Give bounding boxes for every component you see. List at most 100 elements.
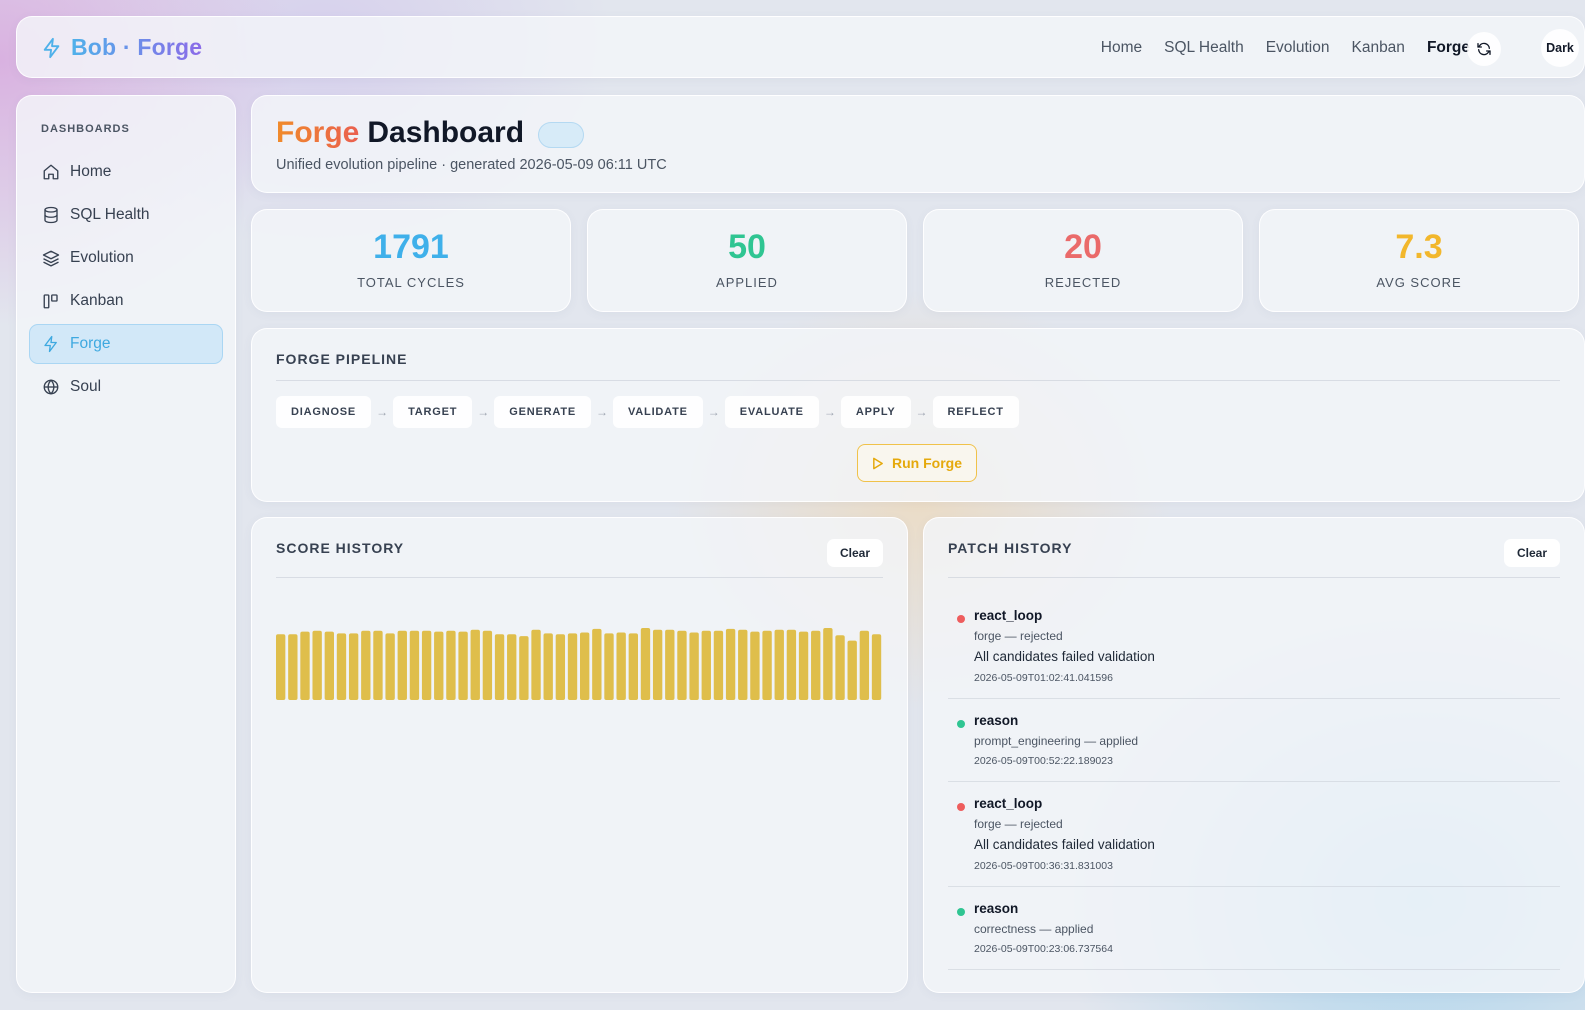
score-bar (762, 630, 772, 700)
divider (276, 380, 1560, 381)
score-bar (482, 630, 493, 700)
sidebar-item-label: Soul (70, 378, 102, 395)
score-bar (628, 633, 638, 700)
score-bar (434, 631, 444, 700)
patch-item[interactable]: reason correctness — applied 2026-05-09T… (948, 887, 1560, 970)
score-bar (421, 630, 432, 700)
patch-name: reason (974, 901, 1019, 916)
score-bar (446, 630, 456, 700)
stage-reflect: REFLECT (932, 396, 1019, 428)
score-bar (859, 630, 870, 700)
top-nav: Home SQL Health Evolution Kanban Forge (1101, 17, 1470, 79)
score-bar (738, 629, 748, 700)
sidebar-item-label: SQL Health (70, 206, 150, 223)
page-subtitle: Unified evolution pipeline · generated 2… (276, 157, 667, 173)
patch-meta: correctness — applied (974, 922, 1094, 936)
nav-forge[interactable]: Forge (1426, 39, 1470, 56)
nav-kanban[interactable]: Kanban (1351, 39, 1405, 56)
nav-sql-health[interactable]: SQL Health (1164, 39, 1244, 56)
status-dot (957, 615, 965, 623)
stat-card-rejected: 20 REJECTED (923, 209, 1243, 312)
stage-apply: APPLY (840, 396, 911, 428)
patch-meta: forge — rejected (974, 817, 1063, 831)
score-bar (701, 630, 711, 700)
sidebar-item-soul[interactable]: Soul (29, 367, 223, 407)
score-bar (786, 629, 797, 700)
score-bar (458, 631, 468, 700)
arrow-icon: → (915, 405, 928, 419)
stat-card-avg-score: 7.3 AVG SCORE (1259, 209, 1579, 312)
clear-score-button[interactable]: Clear (826, 539, 883, 567)
status-dot (957, 720, 965, 728)
database-icon (44, 206, 58, 224)
layers-icon (42, 250, 60, 267)
score-bar (300, 631, 310, 700)
sidebar-item-label: Home (70, 163, 112, 180)
patch-timestamp: 2026-05-09T00:23:06.737564 (974, 943, 1113, 955)
divider (948, 577, 1560, 578)
stage-generate: GENERATE (494, 396, 591, 428)
patch-item[interactable]: react_loop forge — rejected All candidat… (948, 782, 1560, 887)
patch-item[interactable]: react_loop forge — rejected All candidat… (948, 594, 1560, 699)
sidebar-heading: DASHBOARDS (41, 123, 130, 135)
score-bar (713, 630, 724, 700)
score-bar (640, 628, 651, 700)
section-title: SCORE HISTORY (276, 540, 405, 556)
sidebar-item-forge[interactable]: Forge (29, 324, 223, 364)
status-badge (538, 122, 585, 148)
arrow-icon: → (823, 405, 836, 419)
patch-history-panel: PATCH HISTORY Clear react_loop forge — r… (923, 517, 1585, 993)
score-bar (689, 632, 699, 700)
refresh-button[interactable] (1467, 32, 1501, 66)
arrow-icon: → (707, 405, 720, 419)
score-bar (616, 632, 626, 700)
score-bar (665, 629, 675, 700)
score-bar (750, 631, 760, 700)
stat-label: AVG SCORE (1376, 275, 1462, 290)
patch-item[interactable]: reason prompt_engineering — applied 2026… (948, 699, 1560, 782)
score-bar-chart (276, 610, 884, 700)
stat-label: TOTAL CYCLES (357, 275, 465, 290)
section-title: FORGE PIPELINE (276, 351, 408, 367)
sidebar-item-sql-health[interactable]: SQL Health (29, 195, 223, 235)
brand[interactable]: Bob · Forge (41, 34, 202, 61)
score-bar (348, 633, 359, 700)
patch-meta: forge — rejected (974, 629, 1063, 643)
run-forge-button[interactable]: Run Forge (857, 444, 977, 482)
score-bar (835, 635, 845, 700)
score-bar (652, 629, 663, 700)
home-icon (43, 164, 59, 180)
bolt-icon (43, 37, 60, 58)
globe-icon (43, 379, 59, 395)
clear-patch-button[interactable]: Clear (1503, 539, 1560, 567)
refresh-icon (1477, 42, 1491, 56)
score-bar (409, 630, 420, 700)
nav-evolution[interactable]: Evolution (1265, 39, 1330, 56)
score-bar (397, 630, 407, 700)
score-bar (555, 634, 566, 700)
score-bar (519, 636, 529, 700)
stat-card-total-cycles: 1791 TOTAL CYCLES (251, 209, 571, 312)
forge-pipeline-panel: FORGE PIPELINE DIAGNOSE → TARGET → GENER… (251, 328, 1585, 502)
brand-name: Bob · Forge (71, 34, 203, 60)
sidebar-item-evolution[interactable]: Evolution (29, 238, 223, 278)
kanban-icon (43, 294, 58, 309)
score-bar (324, 631, 334, 700)
stat-value: 50 (728, 228, 766, 266)
theme-toggle-button[interactable]: Dark (1541, 29, 1579, 67)
score-bar (373, 630, 383, 700)
sidebar-item-label: Evolution (70, 249, 134, 266)
patch-name: react_loop (974, 608, 1043, 623)
sidebar-item-home[interactable]: Home (29, 152, 223, 192)
sidebar-item-kanban[interactable]: Kanban (29, 281, 223, 321)
nav-home[interactable]: Home (1100, 39, 1143, 56)
score-bar (580, 632, 590, 700)
stage-evaluate: EVALUATE (724, 396, 819, 428)
score-bar (470, 629, 480, 700)
score-bar (823, 628, 833, 700)
patch-timestamp: 2026-05-09T00:52:22.189023 (974, 755, 1113, 767)
score-bar (604, 633, 614, 700)
score-bar (494, 634, 505, 700)
patch-timestamp: 2026-05-09T01:02:41.041596 (974, 672, 1113, 684)
run-forge-label: Run Forge (892, 455, 962, 471)
